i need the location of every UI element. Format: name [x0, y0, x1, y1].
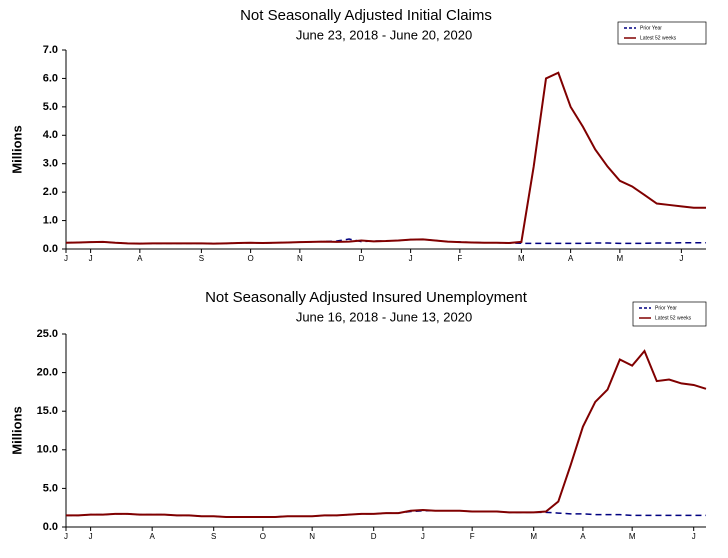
x-tick-label: A: [580, 532, 586, 541]
x-tick-label: J: [89, 254, 93, 263]
y-tick-label: 2.0: [43, 186, 58, 198]
x-tick-label: J: [409, 254, 413, 263]
y-tick-label: 10.0: [37, 444, 58, 456]
chart-subtitle: June 23, 2018 - June 20, 2020: [296, 27, 472, 42]
legend-label: Latest 52 weeks: [655, 315, 692, 321]
x-tick-label: M: [617, 254, 624, 263]
x-tick-label: F: [457, 254, 462, 263]
x-tick-label: F: [470, 532, 475, 541]
y-tick-label: 15.0: [37, 405, 58, 417]
y-tick-label: 5.0: [43, 101, 58, 113]
y-tick-label: 20.0: [37, 367, 58, 379]
x-tick-label: A: [149, 532, 155, 541]
legend-label: Latest 52 weeks: [640, 35, 677, 41]
x-tick-label: M: [518, 254, 525, 263]
x-tick-label: J: [692, 532, 696, 541]
x-tick-label: J: [679, 254, 683, 263]
y-axis-label: Millions: [9, 125, 24, 173]
y-tick-label: 5.0: [43, 482, 58, 494]
series-line: [65, 71, 706, 245]
x-tick-label: J: [64, 532, 68, 541]
y-axis-label: Millions: [9, 406, 24, 454]
x-tick-label: J: [64, 254, 68, 263]
x-tick-label: A: [568, 254, 574, 263]
chart-subtitle: June 16, 2018 - June 13, 2020: [296, 309, 472, 324]
series-line: [66, 349, 707, 518]
y-tick-label: 0.0: [43, 243, 58, 255]
x-tick-label: N: [309, 532, 315, 541]
x-tick-label: J: [89, 532, 93, 541]
y-tick-label: 0.0: [43, 521, 58, 533]
x-tick-label: O: [260, 532, 266, 541]
y-tick-label: 3.0: [43, 158, 58, 170]
x-tick-label: A: [137, 254, 143, 263]
x-tick-label: S: [211, 532, 216, 541]
y-tick-label: 4.0: [43, 129, 58, 141]
chart-title: Not Seasonally Adjusted Initial Claims: [240, 7, 492, 24]
x-tick-label: J: [421, 532, 425, 541]
legend-box: [617, 21, 707, 45]
y-tick-label: 1.0: [43, 214, 58, 226]
chart-title: Not Seasonally Adjusted Insured Unemploy…: [205, 289, 528, 306]
legend-box: [632, 301, 707, 327]
x-tick-label: S: [199, 254, 204, 263]
x-tick-label: N: [297, 254, 303, 263]
legend-label: Prior Year: [640, 25, 662, 31]
x-tick-label: D: [358, 254, 364, 263]
y-tick-label: 25.0: [37, 328, 58, 340]
y-tick-label: 7.0: [43, 44, 58, 56]
x-tick-label: O: [247, 254, 253, 263]
y-tick-label: 6.0: [43, 72, 58, 84]
x-tick-label: M: [530, 532, 537, 541]
x-tick-label: M: [629, 532, 636, 541]
legend-label: Prior Year: [655, 305, 677, 311]
x-tick-label: D: [371, 532, 377, 541]
